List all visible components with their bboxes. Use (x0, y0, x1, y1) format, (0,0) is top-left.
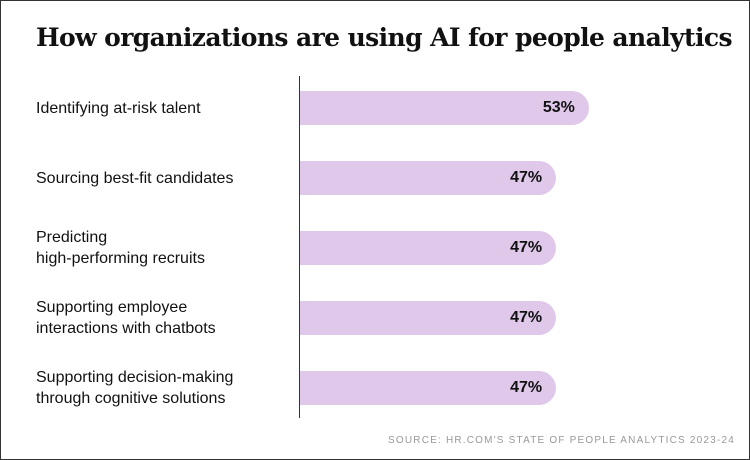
y-axis-line (299, 76, 300, 418)
category-label: Supporting decision-making through cogni… (36, 369, 234, 407)
source-note: SOURCE: HR.COM'S STATE OF PEOPLE ANALYTI… (388, 435, 735, 446)
data-label: 53% (542, 99, 575, 116)
category-label: Predicting high-performing recruits (36, 229, 205, 267)
bar: 47% (300, 301, 557, 335)
chart-title: How organizations are using AI for peopl… (36, 23, 733, 52)
data-label: 47% (510, 379, 543, 396)
category-label: Identifying at-risk talent (36, 99, 201, 117)
bar: 47% (300, 231, 557, 265)
data-label: 47% (510, 309, 543, 326)
category-label: Supporting employee interactions with ch… (36, 299, 216, 337)
data-label: 47% (510, 239, 543, 256)
data-label: 47% (510, 169, 543, 186)
bar: 47% (300, 371, 557, 405)
bar: 47% (300, 161, 557, 195)
bar: 53% (300, 91, 589, 125)
category-label: Sourcing best-fit candidates (36, 169, 234, 187)
